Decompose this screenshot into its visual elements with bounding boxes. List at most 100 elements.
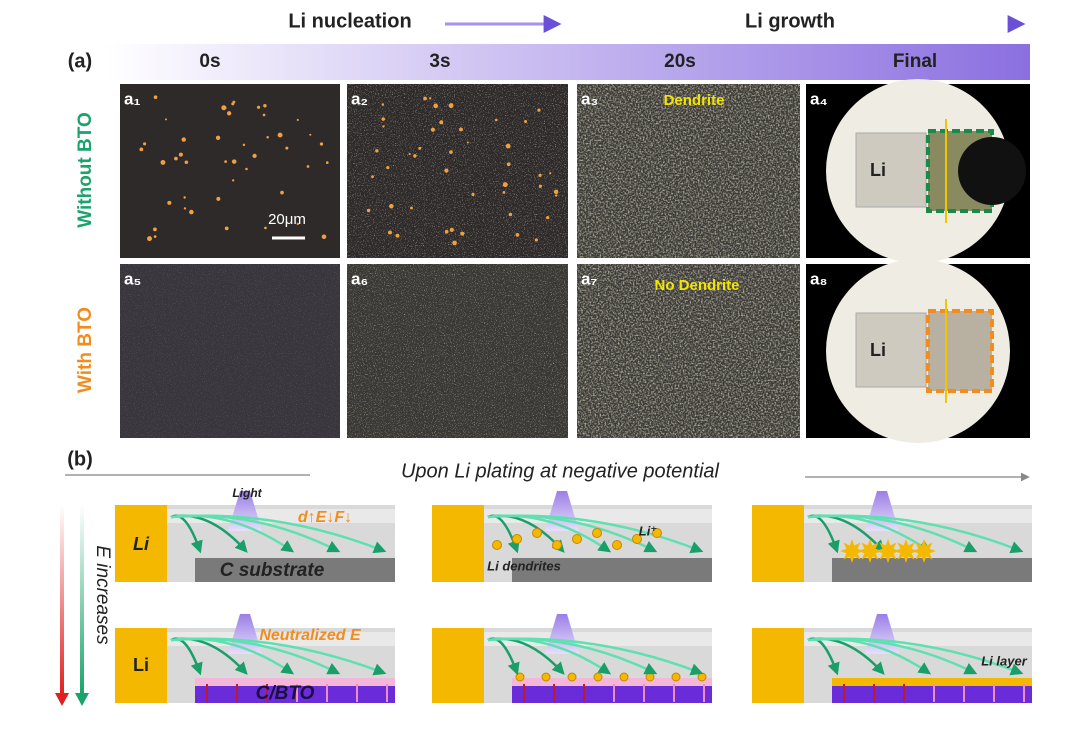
nucleus	[306, 165, 310, 168]
polarization	[195, 678, 395, 686]
row-label: Without BTO	[75, 112, 96, 228]
nucleus	[216, 196, 221, 201]
nucleus	[266, 135, 269, 139]
scale-text: 20μm	[268, 211, 306, 228]
nucleus	[189, 209, 194, 215]
arrow-head	[55, 693, 69, 706]
li-foil	[855, 132, 927, 208]
substrate	[195, 558, 395, 582]
nucleus	[494, 118, 498, 122]
field-line	[807, 637, 1024, 676]
polarization	[512, 678, 712, 686]
nucleus	[153, 95, 158, 100]
li-dendrite	[532, 528, 542, 538]
dendrite-cluster	[894, 539, 918, 563]
nucleus	[325, 161, 329, 164]
nucleus	[296, 222, 300, 226]
nucleus	[466, 141, 469, 144]
image-label: a₅	[124, 269, 141, 288]
nucleation-label: Li nucleation	[288, 10, 411, 32]
nucleus	[280, 190, 284, 195]
nucleus	[459, 127, 463, 132]
nucleus	[444, 168, 449, 173]
field-line	[487, 514, 704, 554]
substrate-label: C/BTO	[256, 683, 315, 704]
nucleus	[153, 227, 157, 232]
dendrite-cluster	[912, 539, 936, 563]
nucleus	[433, 103, 438, 109]
li-dendrite	[572, 534, 582, 544]
electrode	[926, 309, 994, 393]
nucleus	[164, 118, 167, 121]
field-note: d↑E↓F↓	[298, 509, 352, 526]
dendrite-label: Li dendrites	[487, 558, 561, 573]
nucleus	[452, 240, 457, 246]
nucleus	[160, 159, 166, 165]
panel-label: (a)	[68, 50, 92, 72]
nucleus	[139, 147, 144, 152]
image-label: a₆	[351, 269, 368, 288]
nucleus	[382, 125, 385, 128]
nucleus	[242, 143, 246, 147]
nucleus	[524, 119, 528, 123]
li-dendrite	[612, 540, 622, 550]
li-ion-label: Li⁺	[639, 523, 657, 538]
image-label: a₈	[810, 269, 827, 288]
bto	[195, 686, 395, 703]
nucleus	[381, 117, 385, 121]
dendrite-cluster	[858, 539, 882, 563]
image-label: a₄	[810, 89, 828, 108]
nucleus	[449, 150, 453, 154]
polarization	[832, 678, 1032, 686]
nucleus	[256, 105, 261, 109]
nucleus	[183, 196, 186, 199]
nucleus	[508, 212, 513, 217]
nucleus	[309, 133, 312, 136]
annotation: Dendrite	[664, 92, 725, 109]
time-bar	[105, 44, 1030, 80]
li-atom	[671, 672, 681, 682]
li-atom	[645, 672, 655, 682]
nucleus	[395, 233, 400, 238]
nucleus	[515, 233, 520, 237]
dendrite-cluster	[876, 539, 900, 563]
nucleus	[224, 226, 229, 231]
bto	[512, 686, 712, 703]
nucleus	[389, 203, 394, 209]
nucleus	[505, 143, 511, 149]
nucleus	[366, 208, 371, 213]
annotation: No Dendrite	[654, 277, 739, 294]
nucleus	[439, 120, 444, 125]
nucleus	[181, 137, 186, 142]
nucleus	[277, 132, 283, 138]
time-label: Final	[893, 51, 937, 72]
li-electrode	[432, 505, 484, 582]
nucleus	[184, 160, 189, 165]
image-grid: 0s 3s 20s Final Without BTO With BTO a₁ a₂ a₃ Li a…	[75, 51, 1030, 443]
nucleus	[408, 153, 411, 156]
texture	[577, 84, 800, 258]
li-atom	[567, 672, 577, 682]
nucleus	[423, 96, 427, 101]
li-atom	[515, 672, 525, 682]
nucleus	[553, 189, 559, 195]
field-arrow	[80, 505, 84, 695]
nucleus	[444, 229, 449, 234]
li-electrode	[115, 628, 167, 703]
nucleus	[285, 146, 289, 150]
nucleus	[232, 179, 235, 182]
li-label: Li	[870, 160, 886, 180]
nucleus	[448, 103, 454, 109]
li-layer-label: Li layer	[981, 653, 1027, 668]
image-label: a₇	[581, 269, 597, 288]
nucleus	[538, 173, 542, 177]
nucleus	[502, 191, 506, 194]
nucleus	[231, 102, 235, 106]
li-foil	[855, 312, 927, 388]
neutralized-label: Neutralized E	[259, 627, 362, 644]
li-electrode	[432, 628, 484, 703]
nucleus	[245, 167, 248, 171]
li-atom	[697, 672, 707, 682]
substrate	[832, 558, 1032, 582]
